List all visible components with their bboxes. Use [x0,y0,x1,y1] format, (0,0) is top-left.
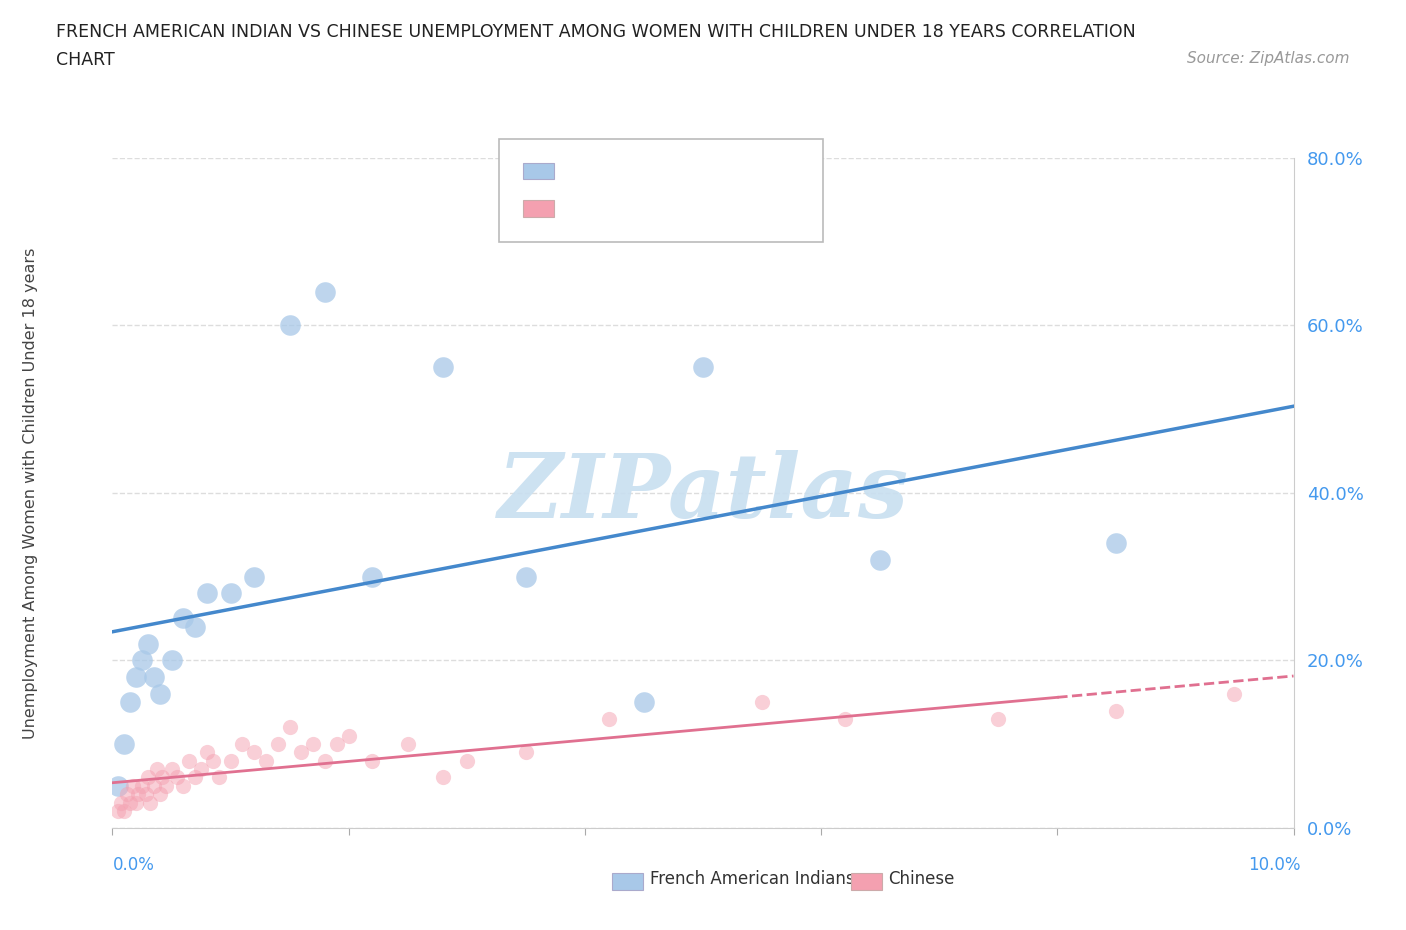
Point [432,770,454,785]
Point [172,778,194,793]
Point [208,770,231,785]
Point [149,686,172,701]
Point [314,285,336,299]
Point [633,695,655,710]
Point [278,720,301,735]
Point [267,737,290,751]
Point [987,711,1010,726]
Point [598,711,620,726]
Point [243,745,266,760]
Point [107,804,129,818]
Point [1105,703,1128,718]
Point [127,787,149,802]
Text: 0.0%: 0.0% [112,856,155,873]
Point [120,795,142,810]
Point [184,619,207,634]
Point [125,795,148,810]
Point [692,360,714,375]
Point [1223,686,1246,701]
Point [107,778,129,793]
Point [515,569,537,584]
Point [751,695,773,710]
Point [361,569,384,584]
Point [314,753,336,768]
Point [136,636,159,651]
Point [195,745,218,760]
Point [290,745,312,760]
Point [142,670,165,684]
Point [278,318,301,333]
Point [120,695,142,710]
Point [112,804,135,818]
Point [131,653,153,668]
Point [396,737,419,751]
Point [219,586,242,601]
Text: FRENCH AMERICAN INDIAN VS CHINESE UNEMPLOYMENT AMONG WOMEN WITH CHILDREN UNDER 1: FRENCH AMERICAN INDIAN VS CHINESE UNEMPL… [56,23,1136,41]
Text: 10.0%: 10.0% [1249,856,1301,873]
Point [302,737,325,751]
Text: R = 0.395   N = 48: R = 0.395 N = 48 [565,202,749,219]
Point [432,360,454,375]
Point [254,753,277,768]
Point [139,795,162,810]
Point [869,552,891,567]
Point [190,762,212,777]
Text: Source: ZipAtlas.com: Source: ZipAtlas.com [1187,51,1350,66]
Point [136,770,159,785]
Text: French American Indians: French American Indians [650,870,855,888]
Point [121,778,143,793]
Text: ZIPatlas: ZIPatlas [498,449,908,537]
Point [195,586,218,601]
Point [131,778,153,793]
Point [146,762,169,777]
Point [115,787,138,802]
Point [166,770,188,785]
Point [456,753,478,768]
Point [337,728,360,743]
Point [160,653,183,668]
Point [110,795,132,810]
Point [201,753,224,768]
Text: R = 0.544   N = 23: R = 0.544 N = 23 [565,165,749,182]
Point [1105,536,1128,551]
Point [125,670,148,684]
Point [243,569,266,584]
Text: Chinese: Chinese [889,870,955,888]
Point [142,778,165,793]
Point [160,762,183,777]
Point [149,787,172,802]
Point [361,753,384,768]
Point [834,711,856,726]
Point [135,787,157,802]
Point [112,737,135,751]
Point [172,611,194,626]
Point [231,737,253,751]
Point [150,770,173,785]
Text: Unemployment Among Women with Children Under 18 years: Unemployment Among Women with Children U… [24,247,38,738]
Point [219,753,242,768]
Point [184,770,207,785]
Point [179,753,201,768]
Point [515,745,537,760]
Point [326,737,349,751]
Text: CHART: CHART [56,51,115,69]
Point [155,778,177,793]
